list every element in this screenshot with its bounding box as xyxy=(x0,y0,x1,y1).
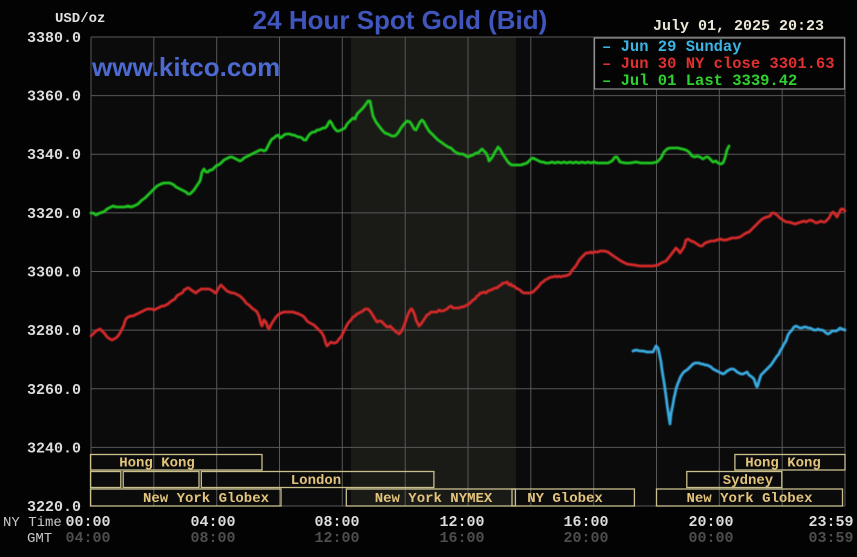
svg-text:08:00: 08:00 xyxy=(190,530,235,547)
svg-text:00:00: 00:00 xyxy=(688,530,733,547)
svg-text:16:00: 16:00 xyxy=(563,514,608,531)
svg-text:– Jun 29 Sunday: – Jun 29 Sunday xyxy=(602,38,742,56)
svg-text:3300.0: 3300.0 xyxy=(27,265,81,282)
svg-text:23:59: 23:59 xyxy=(808,514,853,531)
svg-text:NY Globex: NY Globex xyxy=(527,491,603,507)
svg-text:08:00: 08:00 xyxy=(314,514,359,531)
svg-text:12:00: 12:00 xyxy=(314,530,359,547)
svg-text:July 01, 2025 20:23: July 01, 2025 20:23 xyxy=(653,18,824,35)
svg-text:New York Globex: New York Globex xyxy=(686,491,813,507)
svg-text:New York NYMEX: New York NYMEX xyxy=(375,491,493,507)
svg-text:Hong Kong: Hong Kong xyxy=(745,456,821,472)
svg-text:Hong Kong: Hong Kong xyxy=(119,456,195,472)
svg-text:03:59: 03:59 xyxy=(808,530,853,547)
svg-text:12:00: 12:00 xyxy=(439,514,484,531)
svg-text:3360.0: 3360.0 xyxy=(27,89,81,106)
svg-text:Sydney: Sydney xyxy=(723,473,774,489)
svg-text:3380.0: 3380.0 xyxy=(27,30,81,47)
svg-text:16:00: 16:00 xyxy=(439,530,484,547)
svg-text:3280.0: 3280.0 xyxy=(27,323,81,340)
svg-text:www.kitco.com: www.kitco.com xyxy=(91,52,280,82)
svg-text:3320.0: 3320.0 xyxy=(27,206,81,223)
svg-text:3340.0: 3340.0 xyxy=(27,147,81,164)
svg-text:USD/oz: USD/oz xyxy=(55,11,105,27)
svg-text:3240.0: 3240.0 xyxy=(27,440,81,457)
svg-text:04:00: 04:00 xyxy=(65,530,110,547)
svg-text:24 Hour Spot Gold (Bid): 24 Hour Spot Gold (Bid) xyxy=(253,5,548,35)
svg-text:00:00: 00:00 xyxy=(65,514,110,531)
svg-text:– Jun 30 NY close 3301.63: – Jun 30 NY close 3301.63 xyxy=(602,55,835,73)
svg-text:3220.0: 3220.0 xyxy=(27,499,81,516)
svg-text:20:00: 20:00 xyxy=(688,514,733,531)
svg-text:London: London xyxy=(291,473,341,489)
svg-text:20:00: 20:00 xyxy=(563,530,608,547)
svg-text:04:00: 04:00 xyxy=(190,514,235,531)
svg-text:3260.0: 3260.0 xyxy=(27,382,81,399)
svg-text:GMT: GMT xyxy=(27,531,52,547)
svg-text:– Jul 01 Last 3339.42: – Jul 01 Last 3339.42 xyxy=(602,72,797,90)
svg-text:NY Time: NY Time xyxy=(3,515,62,531)
svg-text:New York Globex: New York Globex xyxy=(143,491,270,507)
